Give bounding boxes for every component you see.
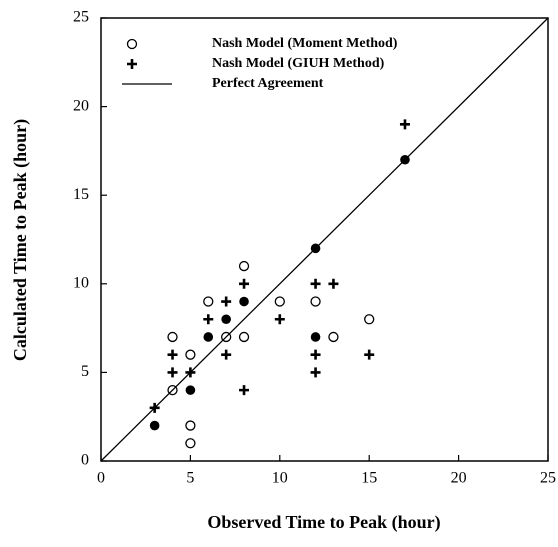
- y-tick-label: 5: [81, 363, 89, 380]
- y-tick-label: 0: [81, 452, 89, 469]
- data-point: [167, 367, 178, 378]
- data-point: [310, 367, 321, 378]
- y-axis-label: Calculated Time to Peak (hour): [10, 119, 31, 361]
- data-point: [364, 349, 375, 360]
- data-point: [167, 349, 178, 360]
- legend-label: Nash Model (Moment Method): [212, 36, 398, 51]
- data-point: [274, 314, 285, 325]
- data-point: [310, 278, 321, 289]
- reference-line: [100, 17, 549, 462]
- data-point: [167, 331, 178, 343]
- data-point: [185, 420, 196, 431]
- legend-label: Perfect Agreement: [212, 76, 324, 91]
- data-point: [238, 260, 250, 272]
- data-point: [185, 385, 196, 395]
- data-point: [310, 349, 321, 360]
- data-point: [238, 331, 250, 343]
- legend-swatch: [126, 38, 138, 50]
- x-tick-label: 0: [97, 470, 105, 487]
- data-point: [239, 278, 250, 289]
- data-point: [203, 332, 214, 342]
- data-point: [364, 314, 375, 325]
- legend-label: Nash Model (GIUH Method): [212, 56, 385, 71]
- y-tick-label: 10: [73, 274, 89, 291]
- data-point: [203, 314, 214, 325]
- y-tick-label: 20: [73, 97, 89, 114]
- data-point: [239, 385, 250, 396]
- data-point: [149, 420, 160, 431]
- data-point: [310, 332, 321, 342]
- y-tick-label: 15: [73, 186, 89, 203]
- data-point: [310, 296, 321, 307]
- plot-frame: [100, 17, 549, 462]
- x-tick-label: 25: [540, 470, 556, 487]
- data-point: [185, 349, 196, 360]
- data-point: [328, 331, 339, 343]
- data-point: [203, 296, 214, 307]
- data-point: [221, 296, 232, 307]
- data-point: [328, 278, 339, 289]
- x-tick-label: 10: [272, 470, 288, 487]
- x-tick-label: 5: [186, 470, 194, 487]
- data-point: [399, 119, 410, 130]
- data-point: [221, 349, 232, 360]
- x-axis-label: Observed Time to Peak (hour): [207, 512, 440, 533]
- data-point: [274, 296, 285, 307]
- data-point: [185, 438, 196, 449]
- x-tick-label: 15: [361, 470, 377, 487]
- data-point: [221, 314, 231, 325]
- x-tick-label: 20: [451, 470, 467, 487]
- y-tick-label: 25: [73, 9, 89, 26]
- legend-swatch: [127, 59, 137, 69]
- data-point: [239, 296, 249, 307]
